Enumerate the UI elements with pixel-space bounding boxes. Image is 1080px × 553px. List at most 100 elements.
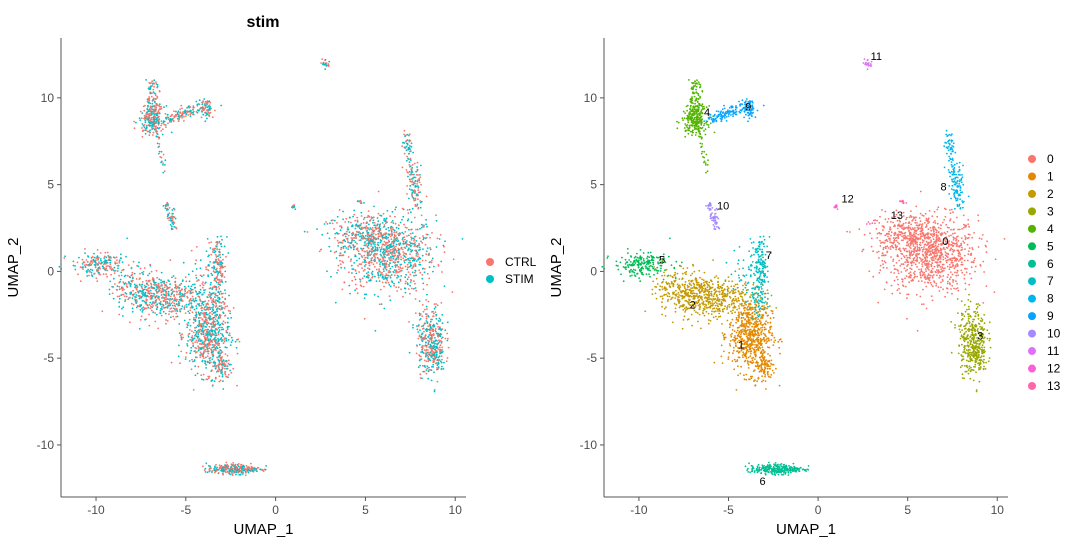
cell-point (377, 232, 380, 235)
cell-point (199, 314, 201, 317)
cell-point (120, 294, 123, 296)
cell-point (408, 234, 410, 237)
cell-point (160, 281, 163, 284)
cell-point (127, 264, 130, 266)
cell-point (164, 124, 167, 126)
cell-point (219, 272, 222, 275)
cell-point (162, 299, 165, 302)
cell-point (396, 277, 398, 279)
cell-point (143, 114, 146, 117)
cell-point (210, 272, 213, 275)
cell-point (411, 189, 414, 192)
cell-point (430, 379, 433, 382)
cell-point (122, 281, 125, 284)
cell-point (396, 256, 399, 259)
cell-point (221, 366, 224, 368)
cell-point (409, 284, 411, 287)
cell-point (210, 297, 212, 300)
cell-point (372, 219, 375, 222)
cell-point (148, 130, 151, 133)
cell-point (236, 470, 239, 473)
cell-point (176, 293, 178, 296)
cell-point (338, 254, 341, 257)
cell-point (402, 254, 405, 257)
cell-point (354, 278, 357, 281)
cell-point (424, 237, 427, 240)
cell-point (129, 296, 131, 299)
cell-point (373, 224, 376, 227)
cell-point (393, 229, 396, 232)
cell-point (954, 151, 957, 154)
cell-point (209, 101, 212, 104)
cell-point (416, 183, 418, 185)
cell-point (436, 340, 438, 342)
cell-point (162, 171, 165, 174)
cell-point (203, 314, 206, 317)
cell-point (109, 261, 112, 264)
cell-point (437, 325, 439, 328)
cell-point (656, 283, 659, 285)
cell-point (81, 266, 84, 269)
cell-point (213, 247, 216, 250)
cell-point (209, 359, 211, 362)
cell-point (743, 378, 746, 381)
cell-point (176, 117, 179, 120)
cell-point (431, 257, 434, 260)
cell-point (234, 463, 237, 466)
cell-point (366, 221, 369, 224)
cell-point (264, 468, 267, 471)
cell-point (441, 365, 443, 368)
cell-point (960, 237, 963, 240)
cell-point (386, 260, 389, 263)
cell-point (192, 342, 194, 345)
cell-point (155, 103, 158, 105)
cell-point (180, 350, 183, 353)
cell-point (199, 351, 202, 354)
cell-point (890, 284, 893, 287)
cell-point (398, 268, 400, 271)
cell-point (230, 316, 233, 319)
cell-point (431, 329, 434, 332)
cell-point (211, 313, 214, 316)
cell-point (247, 471, 250, 474)
cell-point (200, 332, 203, 335)
cell-point (148, 313, 150, 316)
cell-point (426, 308, 428, 311)
cell-point (389, 276, 392, 279)
cell-point (181, 305, 184, 308)
cell-point (421, 242, 424, 244)
cell-point (161, 306, 163, 308)
cell-point (154, 297, 157, 299)
cell-point (416, 179, 419, 182)
cell-point (426, 322, 429, 325)
cell-point (421, 345, 424, 347)
cell-point (415, 173, 418, 176)
cell-point (427, 315, 430, 318)
cell-point (920, 268, 923, 271)
cell-point (231, 468, 234, 471)
cell-point (218, 329, 221, 331)
cell-point (446, 357, 449, 359)
cell-point (419, 364, 421, 367)
cell-point (156, 276, 159, 279)
cell-point (706, 286, 709, 289)
cell-point (420, 226, 423, 229)
cell-point (893, 264, 895, 267)
cell-point (389, 235, 392, 238)
cell-point (986, 329, 989, 332)
cell-point (219, 267, 222, 270)
cell-point (431, 311, 433, 313)
cell-point (179, 296, 181, 298)
cell-point (375, 268, 378, 271)
cell-point (175, 307, 178, 310)
cell-point (265, 465, 267, 467)
cell-point (406, 235, 408, 237)
cell-point (193, 360, 196, 362)
cell-point (375, 224, 378, 227)
cell-point (215, 277, 218, 279)
cell-point (244, 470, 247, 473)
cell-point (418, 179, 421, 182)
cell-point (86, 261, 89, 263)
cell-point (686, 284, 689, 287)
cell-point (206, 106, 209, 109)
